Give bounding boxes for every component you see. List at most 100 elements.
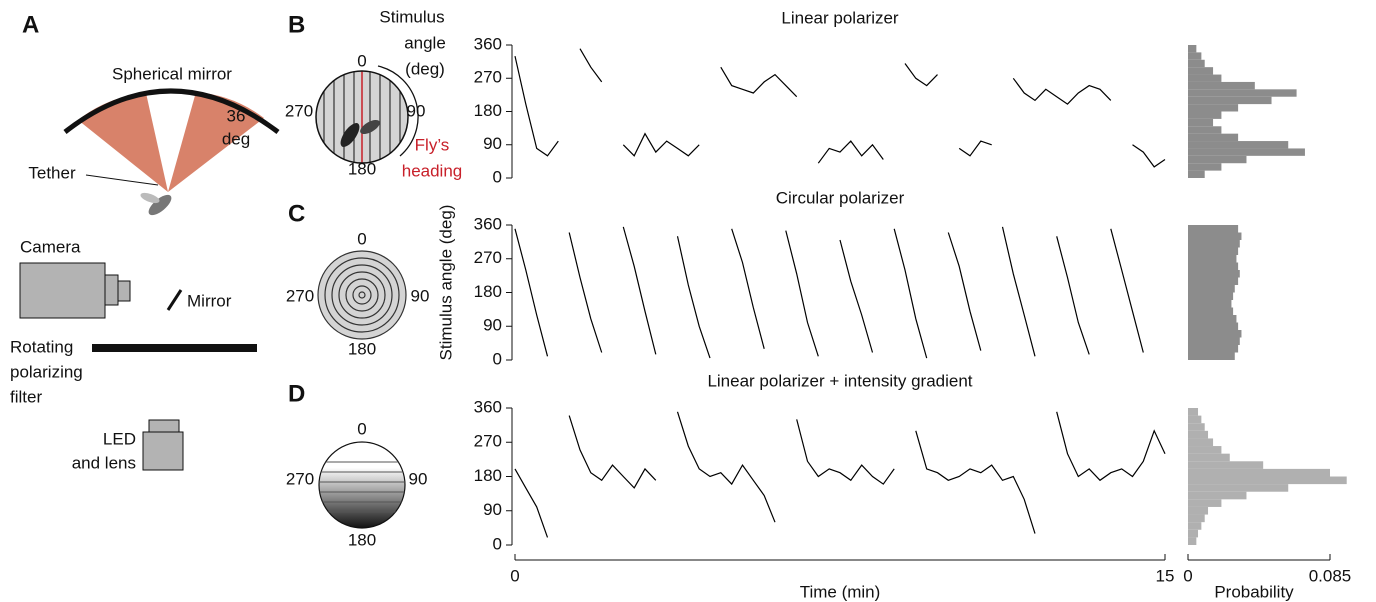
label: Spherical mirror — [112, 64, 232, 83]
hist-bar — [1188, 352, 1235, 360]
panel-letter: C — [288, 200, 305, 227]
dial-label: 270 — [286, 286, 314, 305]
dial-label: 0 — [357, 229, 366, 248]
camera-lens — [104, 274, 119, 306]
label: LED — [103, 429, 136, 448]
hist-bar — [1188, 104, 1239, 112]
hist-bar — [1188, 45, 1197, 53]
label: and lens — [72, 453, 136, 472]
label: Mirror — [187, 291, 232, 310]
dial-label: 0 — [357, 51, 366, 70]
hist-bar — [1188, 453, 1230, 462]
hist-bar — [1188, 499, 1222, 507]
panel-letter: D — [288, 380, 305, 407]
hist-bar — [1188, 141, 1289, 149]
label: polarizing — [10, 362, 83, 381]
dial-label: 0 — [357, 419, 366, 438]
tether-line — [85, 174, 159, 186]
y-tick-label: 270 — [474, 68, 502, 87]
hist-bar — [1188, 163, 1222, 171]
y-tick-label: 180 — [474, 466, 502, 485]
hist-bar — [1188, 330, 1242, 338]
hist-bar — [1188, 514, 1205, 523]
hist-bar — [1188, 537, 1197, 545]
x-tick-label: 0 — [510, 566, 519, 585]
fly-wing — [140, 192, 160, 204]
filter — [92, 344, 257, 352]
fly — [340, 123, 360, 147]
spherical-mirror — [63, 88, 280, 134]
hist-bar — [1188, 315, 1237, 323]
hist-bar — [1188, 307, 1234, 315]
camera — [19, 262, 106, 319]
dial-label: 180 — [348, 159, 376, 178]
chart-title: Linear polarizer + intensity gradient — [707, 371, 972, 390]
hist-bar — [1188, 81, 1255, 90]
hist-bar — [1188, 423, 1205, 431]
hist-bar — [1188, 262, 1239, 270]
y-tick-label: 0 — [493, 349, 502, 368]
x-tick-label: 0 — [1183, 566, 1192, 585]
hist-bar — [1188, 438, 1214, 447]
dial-label: 90 — [411, 286, 430, 305]
y-tick-label: 270 — [474, 248, 502, 267]
dial — [318, 441, 406, 529]
hist-bar — [1188, 461, 1264, 469]
rotation-arrow — [377, 65, 419, 157]
hist-bar — [1188, 506, 1209, 515]
hist-bar — [1188, 126, 1222, 134]
hist-bar — [1188, 300, 1232, 308]
light-wedge — [168, 92, 264, 192]
hist-bar — [1188, 476, 1347, 485]
y-tick-label: 90 — [483, 500, 502, 519]
x-tick-label: 15 — [1156, 566, 1175, 585]
panel-d: D 0 90 180 270 — [286, 380, 428, 549]
y-tick-label: 0 — [493, 167, 502, 186]
y-tick-label: 90 — [483, 134, 502, 153]
x-axis-label: Probability — [1214, 582, 1294, 601]
label: Rotating — [10, 337, 73, 356]
hist-bar — [1188, 89, 1297, 97]
dial-outline — [315, 70, 409, 164]
label: filter — [10, 387, 42, 406]
hist-bar — [1188, 270, 1240, 278]
trace — [514, 411, 1166, 538]
hist-bar — [1188, 96, 1272, 105]
dial-label: 180 — [348, 530, 376, 549]
hist-bar — [1188, 155, 1247, 164]
y-tick-label: 180 — [474, 282, 502, 301]
label: Stimulus — [379, 7, 444, 26]
hist-bar — [1188, 52, 1202, 60]
hist-bar — [1188, 522, 1202, 530]
hist-bar — [1188, 446, 1222, 454]
hist-bar — [1188, 225, 1239, 233]
hist-bar — [1188, 277, 1239, 285]
chart-title: Linear polarizer — [781, 8, 899, 27]
dial-label: 180 — [348, 339, 376, 358]
label: heading — [402, 161, 463, 180]
hist-bar — [1188, 491, 1247, 500]
hist-bar — [1188, 118, 1214, 127]
hist-bar — [1188, 74, 1222, 82]
y-axis-label: Stimulus angle (deg) — [436, 205, 455, 361]
hist-bar — [1188, 292, 1234, 300]
hist-bar — [1188, 247, 1239, 255]
hist-bar — [1188, 430, 1209, 439]
label: Fly’s — [415, 135, 450, 154]
panel-b: B Stimulus angle (deg) 0 90 180 270 Fly’… — [285, 7, 462, 180]
y-tick-label: 360 — [474, 397, 502, 416]
y-tick-label: 270 — [474, 432, 502, 451]
camera-lens — [117, 280, 131, 302]
panel-a: A Spherical mirror 36 deg Tether Camera … — [10, 11, 280, 472]
x-tick-label: 0.085 — [1309, 566, 1352, 585]
panel-c: C 0 90 180 270 — [286, 200, 430, 358]
hist-bar — [1188, 59, 1205, 68]
dial-label: 90 — [407, 101, 426, 120]
y-tick-label: 360 — [474, 34, 502, 53]
y-tick-label: 90 — [483, 316, 502, 335]
hist-bar — [1188, 170, 1205, 178]
hist-bar — [1188, 232, 1242, 240]
hist-bar — [1188, 337, 1240, 345]
panel-letter: B — [288, 11, 305, 38]
label: Tether — [28, 163, 76, 182]
